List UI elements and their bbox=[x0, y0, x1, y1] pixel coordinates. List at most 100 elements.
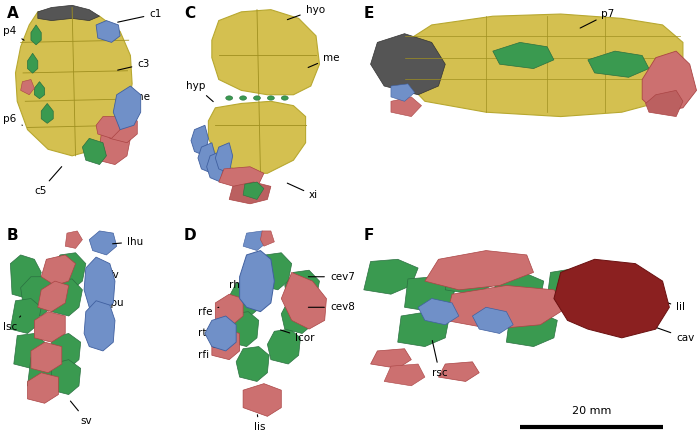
Polygon shape bbox=[52, 360, 80, 395]
Text: A: A bbox=[7, 6, 19, 21]
Polygon shape bbox=[267, 329, 300, 364]
Polygon shape bbox=[209, 101, 306, 173]
Polygon shape bbox=[52, 333, 80, 368]
Text: rpu: rpu bbox=[95, 298, 124, 308]
Text: lis: lis bbox=[253, 415, 265, 432]
Text: lil: lil bbox=[645, 295, 685, 312]
Text: hyo: hyo bbox=[288, 4, 325, 20]
Polygon shape bbox=[281, 299, 314, 333]
Text: 20 mm: 20 mm bbox=[572, 406, 611, 416]
Polygon shape bbox=[425, 251, 533, 290]
Polygon shape bbox=[243, 231, 267, 251]
Text: rfe: rfe bbox=[198, 307, 219, 316]
Text: cav: cav bbox=[645, 324, 694, 343]
Polygon shape bbox=[212, 10, 319, 95]
Polygon shape bbox=[34, 312, 65, 342]
Polygon shape bbox=[229, 182, 271, 204]
Polygon shape bbox=[90, 231, 117, 255]
Polygon shape bbox=[41, 255, 76, 286]
Polygon shape bbox=[110, 117, 137, 143]
Polygon shape bbox=[445, 286, 568, 329]
Text: rfi: rfi bbox=[198, 346, 216, 360]
Polygon shape bbox=[27, 373, 58, 403]
Polygon shape bbox=[21, 277, 55, 316]
Polygon shape bbox=[15, 8, 132, 156]
Text: rsc: rsc bbox=[432, 341, 447, 378]
Polygon shape bbox=[206, 152, 224, 182]
Polygon shape bbox=[38, 5, 99, 21]
Ellipse shape bbox=[225, 96, 232, 100]
Text: F: F bbox=[364, 228, 374, 243]
Polygon shape bbox=[285, 270, 319, 307]
Polygon shape bbox=[216, 143, 232, 173]
Polygon shape bbox=[260, 231, 274, 246]
Polygon shape bbox=[41, 103, 53, 123]
Polygon shape bbox=[216, 294, 243, 325]
Polygon shape bbox=[438, 362, 480, 381]
Polygon shape bbox=[257, 253, 292, 290]
Ellipse shape bbox=[267, 96, 274, 100]
Polygon shape bbox=[31, 342, 62, 373]
Polygon shape bbox=[225, 312, 259, 346]
Text: xi: xi bbox=[287, 183, 318, 200]
Polygon shape bbox=[10, 255, 41, 299]
Polygon shape bbox=[398, 312, 449, 346]
Text: me: me bbox=[308, 53, 340, 67]
Text: ne: ne bbox=[121, 92, 150, 105]
Polygon shape bbox=[391, 97, 421, 117]
Polygon shape bbox=[239, 251, 274, 312]
Text: rhu: rhu bbox=[229, 277, 246, 291]
Polygon shape bbox=[588, 51, 649, 77]
Text: p7: p7 bbox=[580, 9, 615, 28]
Text: D: D bbox=[184, 228, 197, 243]
Polygon shape bbox=[506, 312, 557, 346]
Polygon shape bbox=[10, 299, 41, 333]
Text: B: B bbox=[7, 228, 19, 243]
Polygon shape bbox=[14, 333, 45, 368]
Polygon shape bbox=[493, 272, 544, 307]
Text: E: E bbox=[364, 6, 374, 21]
Ellipse shape bbox=[253, 96, 260, 100]
Polygon shape bbox=[21, 80, 34, 95]
Text: c3: c3 bbox=[118, 59, 150, 70]
Text: C: C bbox=[184, 6, 195, 21]
Polygon shape bbox=[473, 307, 513, 333]
Ellipse shape bbox=[281, 96, 288, 100]
Polygon shape bbox=[212, 329, 239, 360]
Polygon shape bbox=[642, 51, 696, 112]
Polygon shape bbox=[391, 84, 414, 101]
Text: p6: p6 bbox=[4, 114, 22, 125]
Polygon shape bbox=[281, 272, 326, 329]
Text: hyp: hyp bbox=[186, 81, 214, 101]
Polygon shape bbox=[52, 279, 83, 316]
Polygon shape bbox=[554, 259, 669, 338]
Polygon shape bbox=[113, 86, 141, 130]
Polygon shape bbox=[27, 53, 38, 73]
Ellipse shape bbox=[239, 96, 246, 100]
Text: lsc: lsc bbox=[4, 316, 21, 332]
Polygon shape bbox=[191, 125, 209, 156]
Polygon shape bbox=[219, 167, 264, 189]
Polygon shape bbox=[96, 21, 120, 42]
Polygon shape bbox=[364, 259, 418, 294]
Polygon shape bbox=[370, 34, 445, 95]
Polygon shape bbox=[65, 231, 83, 249]
Polygon shape bbox=[84, 301, 115, 351]
Polygon shape bbox=[198, 143, 216, 173]
Polygon shape bbox=[98, 130, 130, 164]
Text: lhu: lhu bbox=[113, 237, 144, 247]
Polygon shape bbox=[243, 384, 281, 416]
Polygon shape bbox=[645, 90, 683, 117]
Text: c5: c5 bbox=[34, 167, 62, 196]
Polygon shape bbox=[405, 277, 456, 312]
Polygon shape bbox=[27, 355, 58, 390]
Polygon shape bbox=[229, 281, 262, 316]
Text: rti: rti bbox=[198, 329, 216, 338]
Polygon shape bbox=[205, 316, 236, 351]
Text: c1: c1 bbox=[118, 9, 162, 22]
Text: sv: sv bbox=[71, 401, 92, 426]
Polygon shape bbox=[418, 299, 459, 325]
Polygon shape bbox=[384, 364, 425, 386]
Polygon shape bbox=[34, 82, 45, 99]
Polygon shape bbox=[493, 42, 554, 68]
